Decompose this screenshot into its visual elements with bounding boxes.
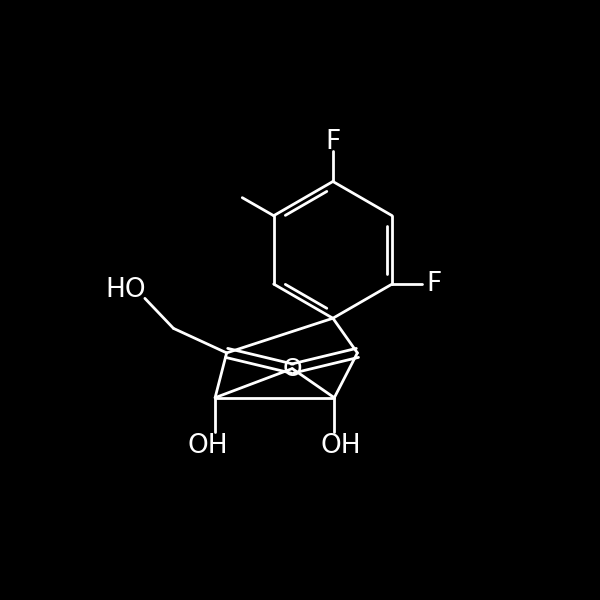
Text: O: O [283,356,302,380]
Text: HO: HO [105,277,146,303]
Text: F: F [325,129,341,155]
Text: OH: OH [188,433,229,459]
Text: F: F [426,271,442,297]
Text: OH: OH [321,433,362,459]
